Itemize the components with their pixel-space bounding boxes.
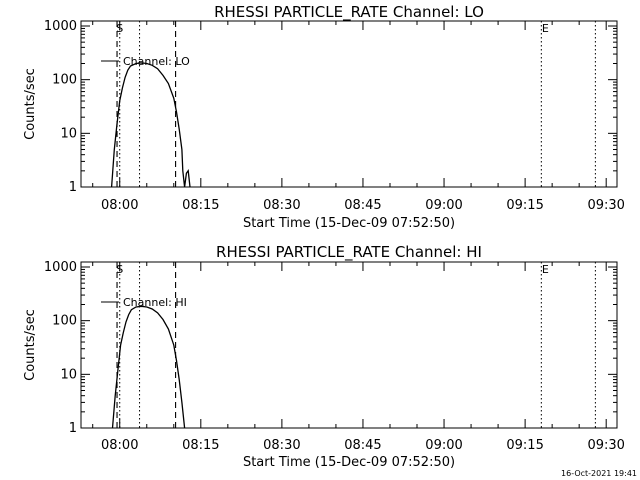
y-tick-label: 1000 [44, 260, 77, 275]
x-tick-label: 08:45 [344, 198, 381, 213]
x-axis-label: Start Time (15-Dec-09 07:52:50) [243, 216, 455, 231]
x-tick-label: 09:30 [587, 198, 624, 213]
y-tick-label: 1 [69, 180, 77, 195]
x-tick-label: 08:30 [263, 438, 300, 453]
y-tick-label: 100 [52, 73, 77, 88]
legend-label: Channel: LO [123, 55, 190, 68]
y-tick-label: 10 [60, 126, 77, 141]
x-tick-label: 09:15 [506, 438, 543, 453]
plot-timestamp: 16-Oct-2021 19:41 [561, 469, 637, 478]
x-tick-label: 08:15 [182, 198, 219, 213]
legend-label: Channel: HI [123, 296, 187, 309]
y-axis-label: Counts/sec [23, 68, 38, 140]
x-tick-label: 08:45 [344, 438, 381, 453]
x-tick-label: 09:00 [425, 438, 462, 453]
x-tick-label: 09:00 [425, 198, 462, 213]
start-marker-label: S [116, 22, 123, 35]
x-tick-label: 09:15 [506, 198, 543, 213]
series-line-0 [111, 305, 186, 429]
y-tick-label: 1 [69, 421, 77, 436]
y-tick-label: 1000 [44, 19, 77, 34]
x-tick-label: 08:00 [101, 438, 138, 453]
plot-frame [80, 20, 618, 188]
plot-frame [80, 261, 618, 429]
x-tick-label: 08:30 [263, 198, 300, 213]
end-marker-label: E [542, 22, 549, 35]
chart-title: RHESSI PARTICLE_RATE Channel: LO [214, 3, 484, 22]
chart-title: RHESSI PARTICLE_RATE Channel: HI [216, 243, 482, 262]
y-tick-label: 100 [52, 314, 77, 329]
y-axis-label: Counts/sec [23, 309, 38, 381]
x-axis-label: Start Time (15-Dec-09 07:52:50) [243, 455, 455, 470]
x-tick-label: 08:15 [182, 438, 219, 453]
y-tick-label: 10 [60, 367, 77, 382]
x-tick-label: 09:30 [587, 438, 624, 453]
x-tick-label: 08:00 [101, 198, 138, 213]
series-line-0 [110, 62, 191, 188]
start-marker-label: S [116, 263, 123, 276]
end-marker-label: E [542, 263, 549, 276]
